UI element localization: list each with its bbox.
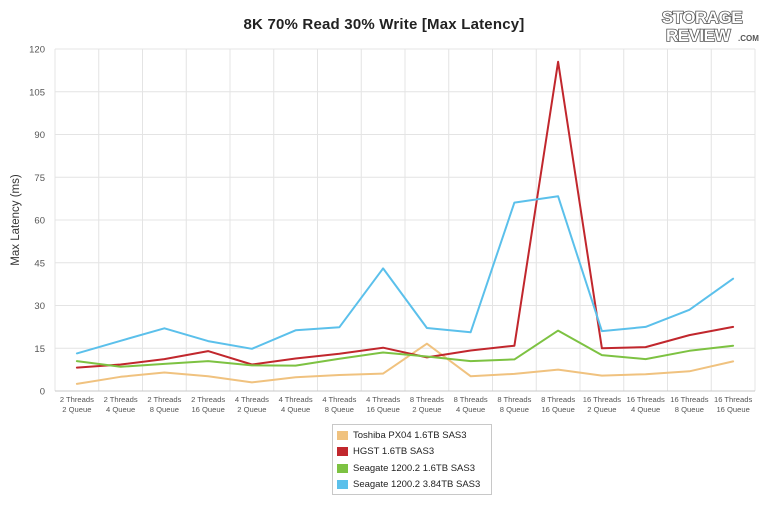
y-tick-label: 0	[40, 387, 45, 398]
series-line-4	[75, 195, 735, 355]
x-tick-label: 16 Threads 4 Queue	[626, 395, 664, 414]
svg-text:.COM: .COM	[738, 34, 759, 43]
legend-item[interactable]: HGST 1.6TB SAS3	[333, 444, 491, 461]
y-tick-label: 90	[34, 130, 45, 141]
x-tick-label: 4 Threads 8 Queue	[322, 395, 356, 414]
series-line-3	[75, 329, 735, 368]
series-line-1	[75, 342, 735, 385]
x-tick-label: 8 Threads 2 Queue	[410, 395, 444, 414]
x-tick-label: 8 Threads 4 Queue	[454, 395, 488, 414]
x-tick-label: 4 Threads 2 Queue	[235, 395, 269, 414]
legend-swatch	[337, 430, 348, 440]
x-tick-label: 16 Threads 2 Queue	[583, 395, 621, 414]
legend-item[interactable]: Seagate 1200.2 1.6TB SAS3	[333, 460, 491, 477]
x-tick-label: 2 Threads 16 Queue	[191, 395, 225, 414]
x-tick-label: 2 Threads 8 Queue	[147, 395, 181, 414]
svg-text:STORAGE: STORAGE	[662, 8, 742, 27]
legend-swatch	[337, 447, 348, 457]
series-line-2	[75, 60, 735, 369]
y-tick-label: 45	[34, 258, 45, 269]
legend-label: Seagate 1200.2 3.84TB SAS3	[353, 479, 481, 491]
y-tick-label: 120	[29, 45, 45, 56]
y-tick-label: 105	[29, 87, 45, 98]
legend-item[interactable]: Seagate 1200.2 3.84TB SAS3	[333, 477, 491, 494]
svg-text:REVIEW: REVIEW	[666, 26, 732, 45]
x-axis-ticks: 2 Threads 2 Queue 2 Threads 4 Queue 2 Thread…	[60, 395, 753, 414]
legend: Toshiba PX04 1.6TB SAS3 HGST 1.6TB SAS3 Se…	[332, 424, 492, 495]
x-tick-label: 2 Threads 2 Queue	[60, 395, 94, 414]
grid-lines	[54, 48, 756, 392]
x-tick-label: 16 Threads 16 Queue	[714, 395, 752, 414]
legend-label: HGST 1.6TB SAS3	[353, 446, 435, 458]
legend-label: Seagate 1200.2 1.6TB SAS3	[353, 462, 476, 474]
x-tick-label: 8 Threads 16 Queue	[541, 395, 575, 414]
y-tick-label: 60	[34, 216, 45, 227]
x-tick-label: 2 Threads 4 Queue	[104, 395, 138, 414]
legend-swatch	[337, 463, 348, 473]
y-axis-label: Max Latency (ms)	[10, 174, 22, 266]
legend-label: Toshiba PX04 1.6TB SAS3	[353, 429, 467, 441]
y-tick-label: 75	[34, 173, 45, 184]
x-tick-label: 8 Threads 8 Queue	[497, 395, 531, 414]
y-tick-label: 15	[34, 344, 45, 355]
storagereview-logo: STORAGE REVIEW .COM	[661, 7, 759, 46]
legend-item[interactable]: Toshiba PX04 1.6TB SAS3	[333, 427, 491, 444]
chart-title: 8K 70% Read 30% Write [Max Latency]	[243, 16, 525, 33]
series-lines	[75, 60, 735, 385]
x-tick-label: 16 Threads 8 Queue	[670, 395, 708, 414]
legend-swatch	[337, 480, 348, 490]
x-tick-label: 4 Threads 4 Queue	[279, 395, 313, 414]
y-tick-label: 30	[34, 301, 45, 312]
x-tick-label: 4 Threads 16 Queue	[366, 395, 400, 414]
y-axis-ticks: 0 15 30 45 60 75 90 105 120	[29, 45, 45, 398]
